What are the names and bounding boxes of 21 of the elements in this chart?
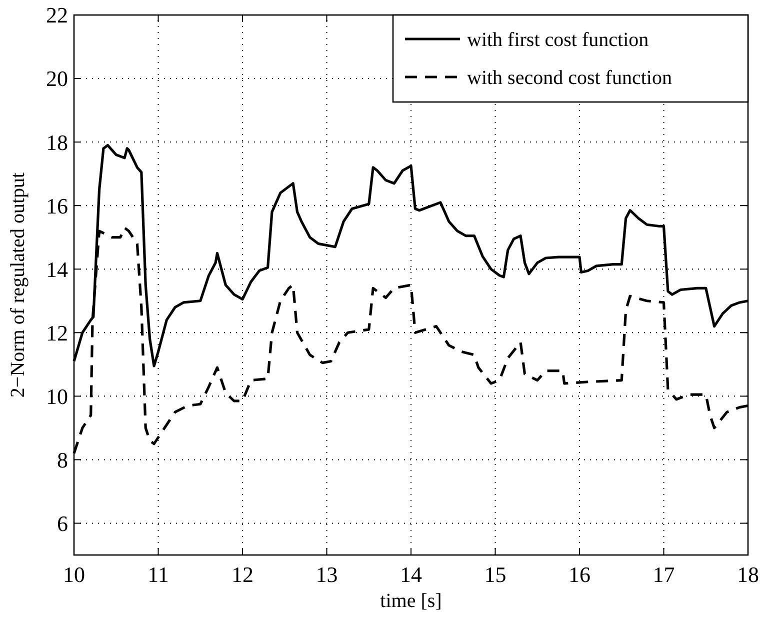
x-tick-label: 17	[652, 562, 675, 587]
x-tick-label: 15	[484, 562, 506, 587]
y-tick-label: 6	[57, 510, 68, 536]
x-tick-label: 14	[400, 562, 422, 587]
x-tick-label: 13	[316, 562, 338, 587]
y-tick-label: 12	[46, 320, 68, 346]
y-tick-label: 10	[46, 384, 68, 409]
x-axis-title: time [s]	[380, 590, 442, 612]
x-tick-label: 16	[568, 562, 590, 587]
y-tick-label: 16	[46, 193, 68, 218]
y-tick-label: 18	[46, 130, 68, 155]
y-tick-label: 20	[46, 66, 68, 92]
x-tick-label: 11	[148, 562, 169, 587]
x-tick-label: 18	[737, 562, 759, 587]
y-tick-label: 8	[57, 447, 68, 472]
y-tick-label: 14	[46, 256, 68, 282]
y-tick-label: 22	[46, 2, 68, 28]
x-tick-label: 12	[232, 562, 254, 587]
y-axis-title: 2−Norm of regulated output	[7, 172, 29, 398]
legend-label: with second cost function	[467, 67, 672, 89]
legend-label: with first cost function	[467, 29, 649, 51]
